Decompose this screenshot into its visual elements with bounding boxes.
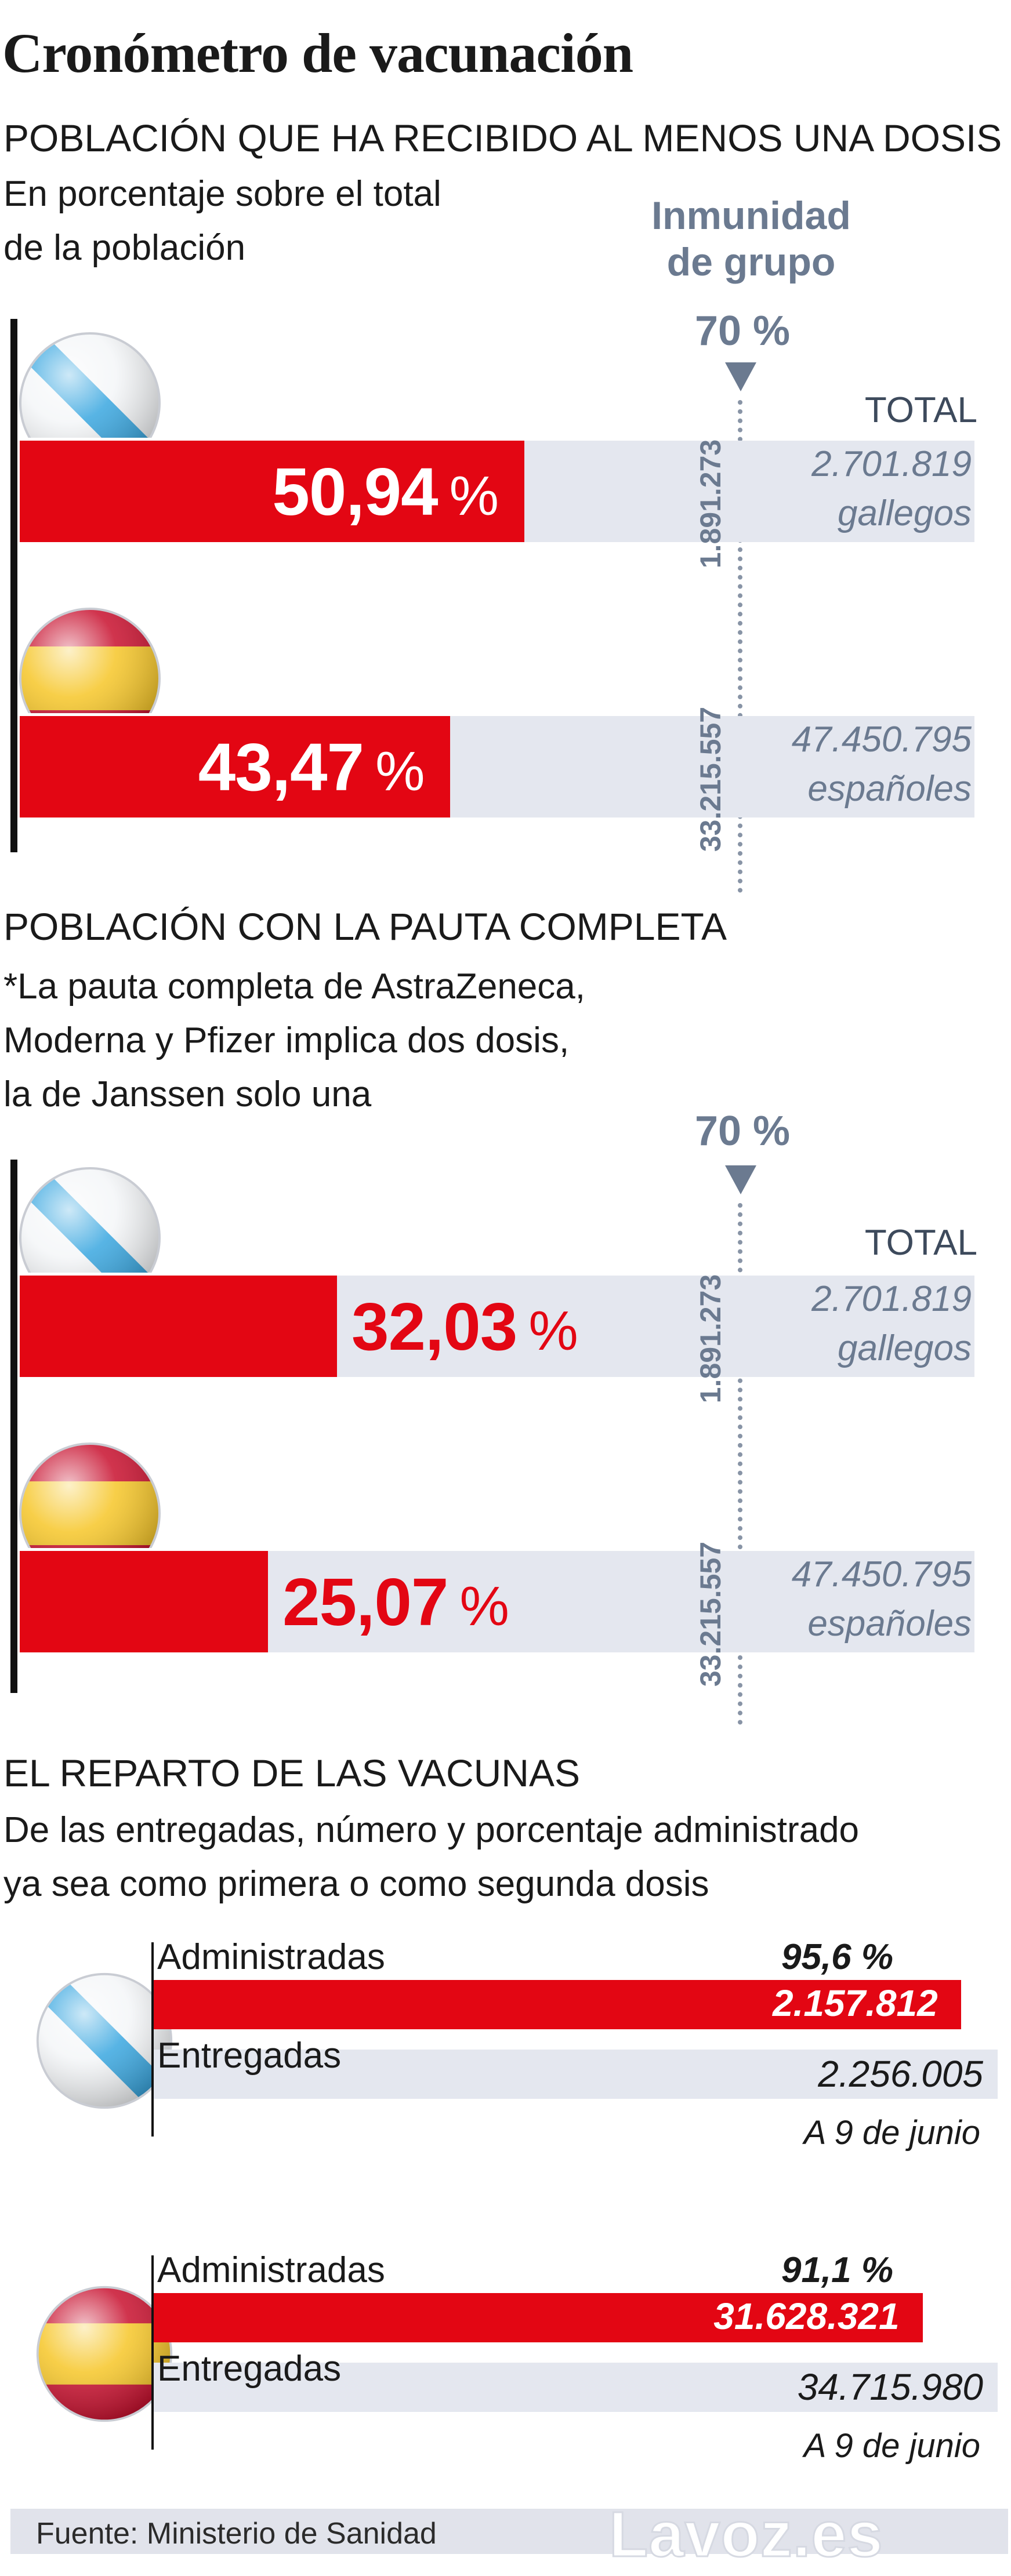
total-value: 47.450.795 [791, 720, 972, 760]
section1-subtitle: En porcentaje sobre el total de la pobla… [3, 167, 441, 275]
threshold-line-2 [738, 1203, 742, 1725]
total-unit: españoles [807, 769, 972, 809]
total-header-2: TOTAL [864, 1223, 977, 1263]
delivered-bar [154, 2050, 998, 2099]
bar-value: 32,03 [352, 1289, 517, 1364]
section3-sub-line2: ya sea como primera o como segunda dosis [3, 1864, 709, 1904]
section1-heading: POBLACIÓN QUE HA RECIBIDO AL MENOS UNA D… [3, 117, 1002, 159]
delivered-value: 2.256.005 [818, 2053, 983, 2095]
threshold-line [738, 400, 742, 893]
administered-value: 2.157.812 [772, 1982, 938, 2024]
delivered-bar [154, 2363, 998, 2412]
administered-percent: 91,1 % [781, 2250, 893, 2290]
axis-bar-2 [10, 1160, 17, 1693]
bar-value-unit: % [375, 740, 425, 802]
section2-heading: POBLACIÓN CON LA PAUTA COMPLETA [3, 905, 727, 948]
bar-value-unit: % [459, 1575, 509, 1637]
herd-count-label: 1.891.273 [694, 439, 727, 569]
axis-bar [10, 319, 17, 852]
spain-flag-icon [17, 1441, 162, 1548]
bar-value: 50,94 [272, 454, 438, 529]
total-header: TOTAL [864, 390, 977, 430]
bar-value-unit: % [449, 465, 499, 527]
bar-value-unit: % [528, 1300, 578, 1362]
galicia-flag-icon [17, 1165, 162, 1273]
threshold-arrow-icon [725, 1165, 756, 1194]
data-date: A 9 de junio [803, 2114, 980, 2152]
page-title: Cronómetro de vacunación [2, 22, 633, 84]
bar-value-label: 25,07% [282, 1567, 509, 1641]
herd-line2: de grupo [666, 240, 836, 284]
bar-fill-spain [20, 716, 451, 818]
data-date: A 9 de junio [803, 2427, 980, 2465]
section3-subtitle: De las entregadas, número y porcentaje a… [3, 1803, 859, 1911]
bar-value: 25,07 [282, 1564, 448, 1640]
total-unit: españoles [807, 1604, 972, 1644]
administered-label: Administradas [157, 2250, 385, 2290]
section3-heading: EL REPARTO DE LAS VACUNAS [3, 1752, 580, 1794]
section2-subtitle: *La pauta completa de AstraZeneca, Moder… [3, 960, 585, 1121]
herd-threshold-label: 70 % [694, 308, 791, 354]
group-divider [151, 2255, 154, 2450]
administered-label: Administradas [157, 1937, 385, 1977]
administered-percent: 95,6 % [781, 1937, 893, 1977]
bar-value: 43,47 [198, 729, 364, 805]
total-value: 2.701.819 [811, 1279, 972, 1319]
bar-value-label: 32,03% [352, 1292, 578, 1366]
spain-flag-icon [35, 2284, 174, 2424]
administered-bar [154, 1980, 961, 2029]
herd-count-label: 33.215.557 [694, 1541, 727, 1687]
footer-bar [10, 2509, 1008, 2554]
bar-value-label: 50,94% [272, 454, 499, 531]
administered-value: 31.628.321 [713, 2295, 900, 2337]
herd-count-label: 33.215.557 [694, 706, 727, 852]
section1-sub-line2: de la población [3, 228, 246, 268]
source-note: Fuente: Ministerio de Sanidad [36, 2517, 437, 2550]
bar-fill-galicia [20, 441, 524, 542]
herd-count-label: 1.891.273 [694, 1274, 727, 1404]
administered-bar [154, 2293, 923, 2342]
delivered-value: 34.715.980 [797, 2366, 983, 2408]
delivered-label: Entregadas [157, 2036, 342, 2076]
section2-sub-line1: *La pauta completa de AstraZeneca, [3, 967, 585, 1007]
threshold-arrow-icon [725, 362, 756, 391]
section2-sub-line2: Moderna y Pfizer implica dos dosis, [3, 1020, 570, 1060]
galicia-flag-icon [35, 1971, 174, 2110]
brand-logo: Lavoz.es [608, 2498, 884, 2571]
herd-immunity-label: Inmunidad de grupo [600, 192, 902, 285]
group-divider [151, 1942, 154, 2137]
bar-fill-galicia [20, 1276, 338, 1377]
total-unit: gallegos [838, 493, 972, 533]
delivered-label: Entregadas [157, 2349, 342, 2389]
section2-sub-line3: la de Janssen solo una [3, 1074, 372, 1114]
bar-value-label: 43,47% [198, 732, 425, 806]
total-value: 2.701.819 [811, 444, 972, 484]
total-unit: gallegos [838, 1328, 972, 1368]
bar-fill-spain [20, 1551, 269, 1652]
herd-line1: Inmunidad [651, 194, 851, 238]
herd-threshold-label-2: 70 % [694, 1108, 791, 1154]
spain-flag-icon [17, 606, 162, 713]
galicia-flag-icon [17, 330, 162, 438]
total-value: 47.450.795 [791, 1554, 972, 1594]
section3-sub-line1: De las entregadas, número y porcentaje a… [3, 1810, 860, 1850]
section1-sub-line1: En porcentaje sobre el total [3, 174, 441, 214]
